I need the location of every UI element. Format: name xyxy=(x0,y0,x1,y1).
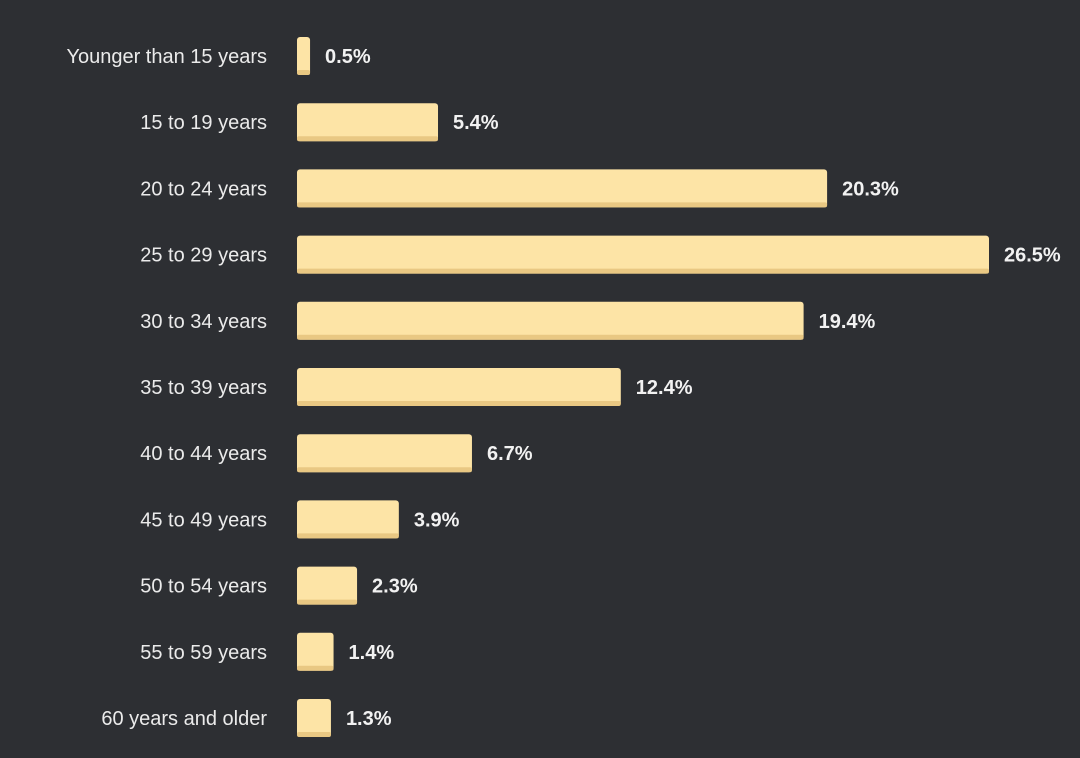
value-label: 20.3% xyxy=(842,178,899,200)
category-label: Younger than 15 years xyxy=(66,46,267,68)
value-label: 26.5% xyxy=(1004,245,1061,267)
bar-shade xyxy=(297,70,311,75)
value-label: 5.4% xyxy=(453,112,499,134)
bar-shade xyxy=(297,268,989,274)
bar-row: 40 to 44 years 6.7% xyxy=(140,434,533,473)
bar xyxy=(297,37,311,75)
bar-row: 20 to 24 years 20.3% xyxy=(140,169,899,208)
value-label: 12.4% xyxy=(636,377,693,399)
category-label: 45 to 49 years xyxy=(140,509,267,531)
bar-shade xyxy=(297,665,334,671)
value-label: 1.4% xyxy=(349,642,395,664)
bars-group: Younger than 15 years 0.5% 15 to 19 years 5… xyxy=(66,37,1061,737)
bar-row: 60 years and older 1.3% xyxy=(101,699,392,737)
value-label: 0.5% xyxy=(325,46,371,68)
bar-row: 45 to 49 years 3.9% xyxy=(140,500,460,539)
category-label: 20 to 24 years xyxy=(140,178,267,200)
bar xyxy=(297,632,334,671)
bar xyxy=(297,169,828,208)
bar-shade xyxy=(297,533,399,539)
value-label: 6.7% xyxy=(487,443,533,465)
bar-row: 30 to 34 years 19.4% xyxy=(140,301,876,340)
bar xyxy=(297,699,331,737)
category-label: 25 to 29 years xyxy=(140,245,267,267)
bar xyxy=(297,368,621,406)
bar xyxy=(297,235,989,274)
bar xyxy=(297,434,472,473)
category-label: 60 years and older xyxy=(101,708,267,730)
bar-shade xyxy=(297,599,358,605)
category-label: 15 to 19 years xyxy=(140,112,267,134)
bar-shade xyxy=(297,732,331,737)
value-label: 3.9% xyxy=(414,509,460,531)
category-label: 35 to 39 years xyxy=(140,377,267,399)
bar xyxy=(297,103,439,142)
value-label: 1.3% xyxy=(346,708,392,730)
bar-shade xyxy=(297,401,621,406)
bar-shade xyxy=(297,136,439,142)
category-label: 30 to 34 years xyxy=(140,311,267,333)
value-label: 2.3% xyxy=(372,576,418,598)
bar xyxy=(297,301,804,340)
bar-row: 35 to 39 years 12.4% xyxy=(140,368,693,406)
bar-row: 55 to 59 years 1.4% xyxy=(140,632,395,671)
category-label: 40 to 44 years xyxy=(140,443,267,465)
bar-row: 50 to 54 years 2.3% xyxy=(140,566,418,605)
bar-shade xyxy=(297,202,828,208)
bar-shade xyxy=(297,334,804,340)
bar-row: Younger than 15 years 0.5% xyxy=(66,37,371,75)
bar-shade xyxy=(297,467,472,473)
bar xyxy=(297,500,399,539)
bar xyxy=(297,566,358,605)
bar-row: 15 to 19 years 5.4% xyxy=(140,103,499,142)
bar-row: 25 to 29 years 26.5% xyxy=(140,235,1061,274)
value-label: 19.4% xyxy=(819,311,876,333)
category-label: 55 to 59 years xyxy=(140,642,267,664)
category-label: 50 to 54 years xyxy=(140,576,267,598)
